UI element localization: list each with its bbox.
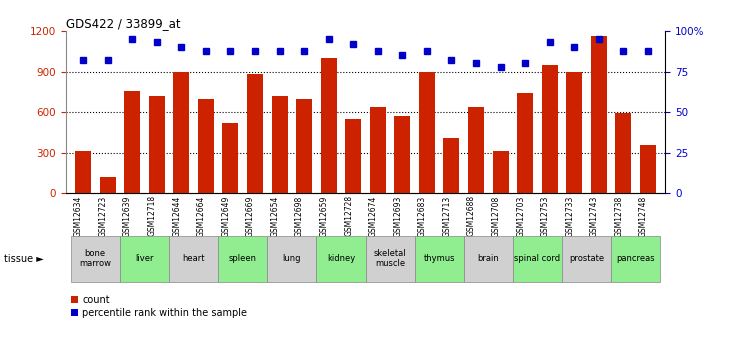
Legend: count, percentile rank within the sample: count, percentile rank within the sample — [71, 295, 247, 318]
Text: GSM12659: GSM12659 — [319, 195, 329, 237]
Text: heart: heart — [182, 254, 205, 263]
Bar — [562, 236, 611, 282]
Bar — [268, 236, 317, 282]
Text: GSM12644: GSM12644 — [173, 195, 181, 237]
Text: GSM12703: GSM12703 — [516, 195, 525, 237]
Bar — [394, 116, 410, 193]
Text: GSM12674: GSM12674 — [368, 195, 378, 237]
Bar — [222, 123, 238, 193]
Bar — [591, 37, 607, 193]
Text: GSM12743: GSM12743 — [590, 195, 599, 237]
Text: kidney: kidney — [327, 254, 355, 263]
Bar — [148, 96, 164, 193]
Bar — [444, 138, 460, 193]
Bar — [75, 151, 91, 193]
Text: liver: liver — [135, 254, 154, 263]
Bar — [71, 236, 120, 282]
Bar — [468, 107, 484, 193]
Text: GSM12688: GSM12688 — [467, 195, 476, 236]
Bar — [198, 99, 213, 193]
Bar — [463, 236, 513, 282]
Bar — [120, 236, 169, 282]
Bar — [271, 96, 287, 193]
Bar — [99, 177, 115, 193]
Text: pancreas: pancreas — [616, 254, 655, 263]
Text: GSM12669: GSM12669 — [246, 195, 255, 237]
Bar — [218, 236, 268, 282]
Bar — [370, 107, 386, 193]
Bar — [124, 90, 140, 193]
Bar — [366, 236, 414, 282]
Bar — [173, 71, 189, 193]
Text: GSM12654: GSM12654 — [270, 195, 279, 237]
Text: GSM12748: GSM12748 — [639, 195, 648, 237]
Text: GSM12713: GSM12713 — [442, 195, 452, 237]
Bar — [518, 93, 533, 193]
Text: GSM12733: GSM12733 — [565, 195, 575, 237]
Bar — [542, 65, 558, 193]
Bar — [317, 236, 366, 282]
Text: GDS422 / 33899_at: GDS422 / 33899_at — [66, 17, 181, 30]
Bar — [611, 236, 660, 282]
Bar — [321, 58, 337, 193]
Bar — [419, 71, 435, 193]
Bar — [616, 114, 632, 193]
Text: GSM12664: GSM12664 — [197, 195, 206, 237]
Text: GSM12649: GSM12649 — [221, 195, 230, 237]
Text: lung: lung — [283, 254, 301, 263]
Bar — [414, 236, 463, 282]
Text: GSM12683: GSM12683 — [418, 195, 427, 237]
Text: GSM12738: GSM12738 — [615, 195, 624, 237]
Text: GSM12728: GSM12728 — [344, 195, 353, 236]
Text: GSM12693: GSM12693 — [393, 195, 402, 237]
Bar — [296, 99, 312, 193]
Text: spinal cord: spinal cord — [515, 254, 561, 263]
Text: prostate: prostate — [569, 254, 604, 263]
Bar — [513, 236, 562, 282]
Text: GSM12723: GSM12723 — [99, 195, 107, 237]
Text: thymus: thymus — [423, 254, 455, 263]
Bar — [493, 151, 509, 193]
Text: tissue ►: tissue ► — [4, 254, 43, 264]
Bar — [567, 71, 583, 193]
Text: GSM12698: GSM12698 — [295, 195, 304, 237]
Text: GSM12718: GSM12718 — [148, 195, 156, 236]
Bar — [345, 119, 361, 193]
Text: bone
marrow: bone marrow — [79, 249, 111, 268]
Text: GSM12634: GSM12634 — [74, 195, 83, 237]
Text: GSM12639: GSM12639 — [123, 195, 132, 237]
Text: spleen: spleen — [229, 254, 257, 263]
Bar — [640, 145, 656, 193]
Text: GSM12753: GSM12753 — [541, 195, 550, 237]
Bar — [169, 236, 218, 282]
Text: GSM12708: GSM12708 — [492, 195, 501, 237]
Text: skeletal
muscle: skeletal muscle — [374, 249, 406, 268]
Bar — [247, 74, 263, 193]
Text: brain: brain — [477, 254, 499, 263]
